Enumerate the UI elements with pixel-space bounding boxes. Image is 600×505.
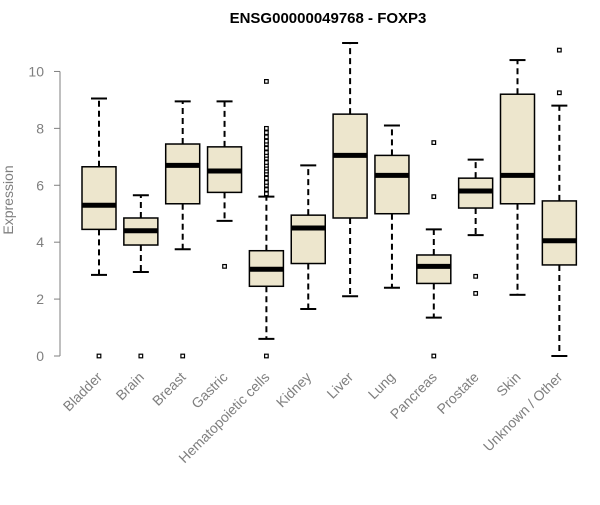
outlier-point (138, 353, 144, 359)
outlier-point (264, 160, 269, 165)
box-pancreas (416, 140, 452, 359)
box-brain (123, 194, 159, 359)
box-hematopoietic-cells (248, 79, 285, 359)
chart-title: ENSG00000049768 - FOXP3 (230, 10, 427, 27)
outlier-point (264, 134, 269, 140)
outlier-point (431, 140, 437, 145)
outlier-point (556, 47, 562, 53)
x-category-label: Prostate (434, 369, 482, 417)
outlier-point (264, 79, 269, 84)
box-kidney (290, 164, 326, 311)
outlier-point (222, 263, 227, 269)
outlier-point (180, 353, 186, 359)
y-tick-label: 10 (28, 63, 44, 79)
x-category-label: Brain (113, 369, 147, 403)
outlier-point (264, 175, 269, 181)
outlier-point (264, 150, 269, 155)
iqr-box (499, 93, 536, 205)
iqr-box (541, 200, 578, 266)
x-category-label: Pancreas (387, 369, 440, 422)
y-axis-label: Expression (0, 165, 16, 234)
outlier-point (264, 180, 269, 185)
y-tick-label: 6 (36, 177, 44, 193)
box-lung (374, 124, 410, 289)
outlier-point (264, 353, 269, 359)
outlier-point (556, 90, 562, 96)
boxes-group (81, 42, 578, 359)
iqr-box (416, 254, 452, 285)
box-gastric (206, 100, 243, 269)
outlier-point (264, 145, 269, 151)
x-category-label: Lung (365, 369, 398, 402)
iqr-box (290, 214, 326, 265)
iqr-box (164, 143, 201, 205)
outlier-point (431, 194, 437, 200)
iqr-box (332, 113, 368, 219)
outlier-point (264, 191, 269, 197)
outlier-point (264, 125, 269, 131)
iqr-box (374, 154, 410, 215)
box-breast (164, 100, 201, 359)
outlier-point (473, 273, 479, 279)
box-unknown-other (541, 47, 578, 357)
outlier-point (264, 187, 269, 192)
iqr-box (81, 166, 117, 231)
outlier-point (431, 353, 437, 359)
outlier-point (264, 138, 269, 144)
box-liver (332, 42, 368, 298)
x-category-label: Breast (149, 369, 189, 409)
y-tick-label: 8 (36, 120, 44, 136)
y-axis: 0 2 4 6 8 10 (28, 63, 61, 364)
outlier-point (264, 130, 269, 136)
outlier-point (96, 353, 102, 359)
box-skin (499, 59, 536, 296)
box-bladder (81, 97, 117, 359)
x-category-label: Kidney (273, 369, 315, 411)
x-category-label: Unknown / Other (480, 369, 566, 455)
x-category-label: Skin (493, 369, 524, 400)
y-tick-label: 2 (36, 291, 44, 307)
x-category-label: Bladder (60, 369, 106, 415)
box-prostate (457, 158, 494, 296)
x-category-label: Liver (323, 369, 356, 402)
y-tick-label: 0 (36, 348, 44, 364)
outlier-point (473, 291, 479, 296)
y-tick-label: 4 (36, 234, 44, 250)
